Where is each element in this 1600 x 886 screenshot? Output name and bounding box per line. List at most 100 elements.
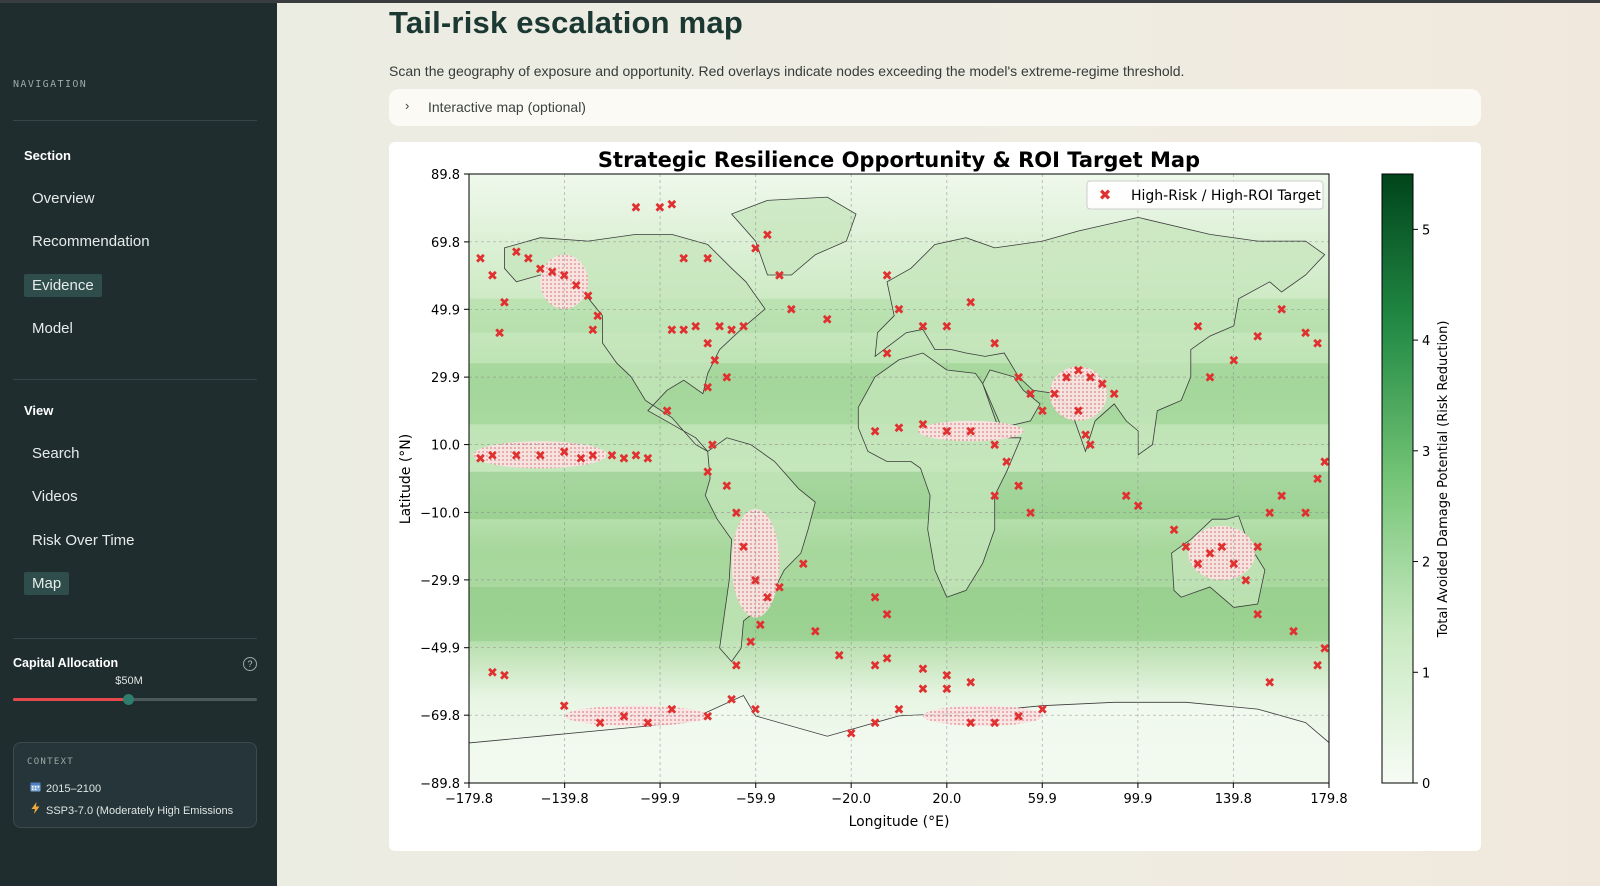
sidebar-item-videos[interactable]: Videos xyxy=(32,488,78,505)
target-marker: ✖ xyxy=(1192,557,1203,572)
sidebar-item-risk-over-time[interactable]: Risk Over Time xyxy=(32,532,135,549)
target-marker: ✖ xyxy=(745,635,756,650)
slider-thumb[interactable] xyxy=(122,694,134,705)
target-marker: ✖ xyxy=(1013,371,1024,386)
target-marker: ✖ xyxy=(511,245,522,260)
target-marker: ✖ xyxy=(714,320,725,335)
target-marker: ✖ xyxy=(583,289,594,304)
sidebar-item-evidence[interactable]: Evidence xyxy=(24,274,102,297)
target-marker: ✖ xyxy=(894,303,905,318)
x-tick-label: 59.9 xyxy=(1028,792,1057,807)
target-marker: ✖ xyxy=(559,445,570,460)
x-tick-label: −139.8 xyxy=(541,792,589,807)
expander-label: Interactive map (optional) xyxy=(428,99,586,115)
target-marker: ✖ xyxy=(750,574,761,589)
colorbar-tick-label: 3 xyxy=(1422,445,1430,460)
target-marker: ✖ xyxy=(731,659,742,674)
target-marker: ✖ xyxy=(487,449,498,464)
capital-slider-value: $50M xyxy=(115,675,143,687)
view-group-title: View xyxy=(24,403,54,418)
target-marker: ✖ xyxy=(762,591,773,606)
colorbar-tick-label: 5 xyxy=(1422,223,1430,238)
target-marker: ✖ xyxy=(774,581,785,596)
target-marker: ✖ xyxy=(1192,320,1203,335)
target-marker: ✖ xyxy=(1085,371,1096,386)
target-marker: ✖ xyxy=(575,452,586,467)
target-marker: ✖ xyxy=(499,296,510,311)
target-marker: ✖ xyxy=(1216,540,1227,555)
y-tick-label: 29.9 xyxy=(431,371,460,386)
target-marker: ✖ xyxy=(499,669,510,684)
target-marker: ✖ xyxy=(882,347,893,362)
colorbar-tick-label: 4 xyxy=(1422,334,1430,349)
target-marker: ✖ xyxy=(894,703,905,718)
y-tick-label: −29.9 xyxy=(420,574,460,589)
target-marker: ✖ xyxy=(762,228,773,243)
target-marker: ✖ xyxy=(917,320,928,335)
y-tick-label: 10.0 xyxy=(431,439,460,454)
colorbar-tick-label: 0 xyxy=(1422,777,1430,792)
sidebar-item-model[interactable]: Model xyxy=(32,320,73,337)
target-marker: ✖ xyxy=(666,198,677,213)
target-marker: ✖ xyxy=(1312,659,1323,674)
risk-overlay xyxy=(731,509,780,618)
target-marker: ✖ xyxy=(1240,574,1251,589)
target-marker: ✖ xyxy=(989,337,1000,352)
target-marker: ✖ xyxy=(1080,428,1091,443)
target-marker: ✖ xyxy=(1264,676,1275,691)
target-marker: ✖ xyxy=(1300,327,1311,342)
target-marker: ✖ xyxy=(487,666,498,681)
interactive-map-expander[interactable]: › Interactive map (optional) xyxy=(389,89,1481,126)
target-marker: ✖ xyxy=(709,354,720,369)
target-marker: ✖ xyxy=(989,717,1000,732)
target-marker: ✖ xyxy=(882,269,893,284)
target-marker: ✖ xyxy=(702,337,713,352)
chevron-right-icon: › xyxy=(405,98,410,113)
y-tick-label: −69.8 xyxy=(420,709,460,724)
target-marker: ✖ xyxy=(870,591,881,606)
target-marker: ✖ xyxy=(707,439,718,454)
risk-overlay xyxy=(922,705,1043,727)
target-marker: ✖ xyxy=(535,262,546,277)
target-marker: ✖ xyxy=(702,252,713,267)
target-marker: ✖ xyxy=(1001,456,1012,471)
target-marker: ✖ xyxy=(1312,473,1323,488)
target-marker: ✖ xyxy=(702,466,713,481)
axes: −179.8 −139.8 −99.9 −59.9 −20.0 20.0 59.9 99.9 1… xyxy=(420,168,1347,807)
sidebar-item-overview[interactable]: Overview xyxy=(32,190,95,207)
calendar-icon xyxy=(30,781,42,795)
target-marker: ✖ xyxy=(941,669,952,684)
target-marker: ✖ xyxy=(642,717,653,732)
page-description: Scan the geography of exposure and oppor… xyxy=(389,63,1185,79)
target-marker: ✖ xyxy=(834,649,845,664)
target-marker: ✖ xyxy=(870,425,881,440)
target-marker: ✖ xyxy=(475,252,486,267)
target-marker: ✖ xyxy=(559,269,570,284)
target-marker: ✖ xyxy=(917,683,928,698)
target-marker: ✖ xyxy=(1312,337,1323,352)
target-marker: ✖ xyxy=(1288,625,1299,640)
target-marker: ✖ xyxy=(1025,388,1036,403)
continent-north-america xyxy=(504,234,766,452)
target-marker: ✖ xyxy=(702,710,713,725)
target-marker: ✖ xyxy=(511,449,522,464)
target-marker: ✖ xyxy=(1121,489,1132,504)
target-marker: ✖ xyxy=(917,662,928,677)
risk-overlay xyxy=(473,441,608,469)
target-marker: ✖ xyxy=(559,700,570,715)
slider-fill xyxy=(13,698,128,701)
help-icon[interactable]: ? xyxy=(243,657,257,671)
target-marker: ✖ xyxy=(1252,330,1263,345)
sidebar-item-recommendation[interactable]: Recommendation xyxy=(32,233,150,250)
capital-allocation-slider[interactable] xyxy=(13,694,257,705)
sidebar-item-map[interactable]: Map xyxy=(24,572,70,595)
colorbar xyxy=(1381,173,1414,784)
sidebar-divider xyxy=(13,379,257,380)
target-marker: ✖ xyxy=(738,320,749,335)
target-marker: ✖ xyxy=(1228,354,1239,369)
target-marker: ✖ xyxy=(846,727,857,742)
context-period-text: 2015–2100 xyxy=(46,783,102,795)
target-marker: ✖ xyxy=(619,710,630,725)
sidebar-item-search[interactable]: Search xyxy=(32,445,80,462)
target-marker: ✖ xyxy=(1169,523,1180,538)
